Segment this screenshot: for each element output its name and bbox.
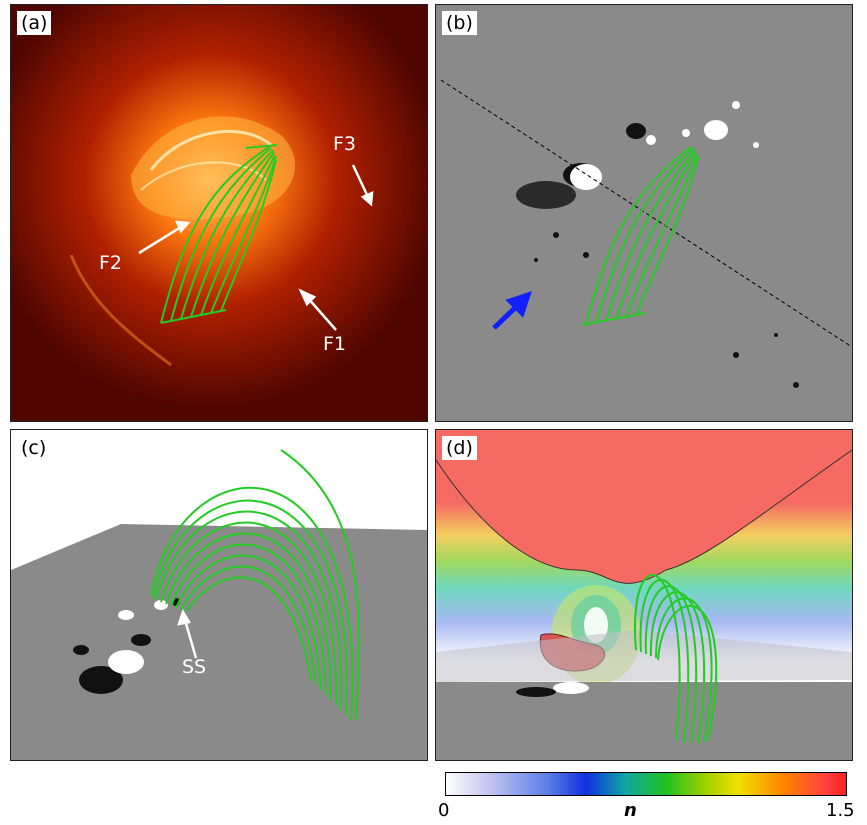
label-ss: SS bbox=[182, 656, 207, 678]
fieldlines bbox=[150, 449, 361, 721]
arrow-ss bbox=[177, 609, 198, 659]
panel-b: (b) bbox=[435, 4, 853, 422]
colorbar-min-label: 0 bbox=[438, 800, 450, 821]
panel-label: (a) bbox=[17, 11, 52, 35]
magnetogram bbox=[436, 5, 852, 421]
panel-label: (d) bbox=[442, 436, 477, 460]
arrow-blue bbox=[492, 291, 532, 330]
colorbar-max-label: 1.5 bbox=[826, 800, 855, 821]
panel-a: (a) F1 F2 F3 bbox=[10, 4, 428, 422]
panel-c: (c) SS bbox=[10, 429, 428, 761]
colorbar-variable-label: n bbox=[624, 800, 637, 821]
label-f2: F2 bbox=[99, 252, 123, 274]
fieldlines bbox=[634, 574, 718, 744]
panel-label: (b) bbox=[442, 11, 477, 35]
euv-image bbox=[11, 5, 427, 421]
fieldline-3d-view bbox=[11, 430, 427, 760]
fieldlines bbox=[580, 146, 699, 326]
panel-label: (c) bbox=[17, 436, 51, 460]
fieldlines bbox=[160, 144, 278, 324]
positive-flux bbox=[570, 101, 759, 190]
positive-flux bbox=[108, 600, 168, 674]
arrow-f1 bbox=[298, 288, 337, 331]
slice-line bbox=[440, 79, 852, 348]
label-f3: F3 bbox=[333, 133, 357, 155]
panel-d: (d) bbox=[435, 429, 853, 761]
colorbar bbox=[445, 772, 847, 796]
magnetogram-plane bbox=[11, 524, 427, 760]
arrow-f2 bbox=[138, 220, 191, 255]
label-f1: F1 bbox=[323, 333, 347, 355]
magnetogram-plane bbox=[436, 630, 852, 682]
arrow-f3 bbox=[351, 164, 374, 207]
negative-flux bbox=[73, 598, 180, 694]
contour-line bbox=[436, 449, 852, 584]
slice-view bbox=[436, 430, 852, 760]
